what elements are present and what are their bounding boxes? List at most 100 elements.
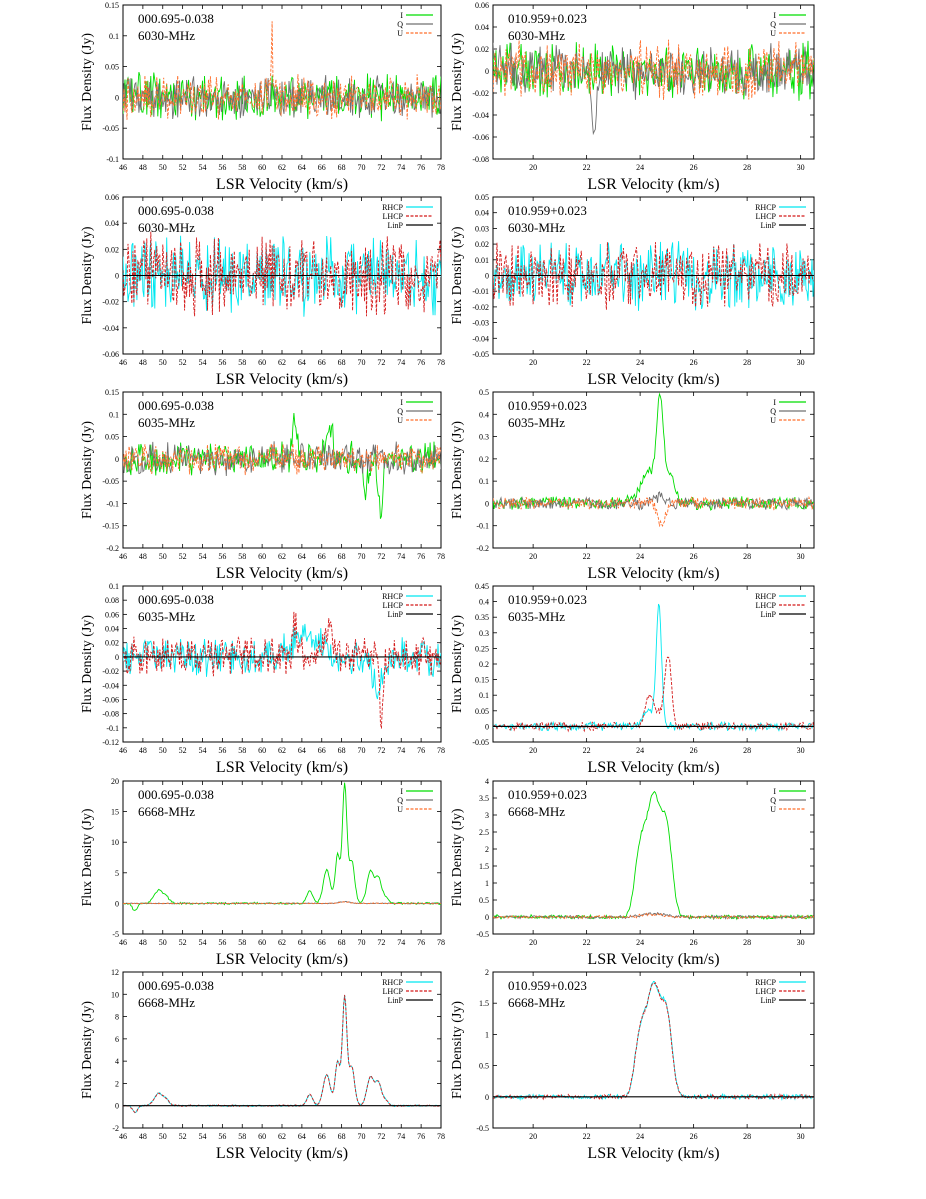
y-tick-label: -0.1 <box>106 155 119 164</box>
x-tick-label: 46 <box>119 552 127 561</box>
x-tick-label: 60 <box>258 938 266 947</box>
legend-label-lhcp: LHCP <box>756 212 777 221</box>
plot-frame <box>492 971 815 1129</box>
x-tick-label: 48 <box>139 358 147 367</box>
legend-label-linp: LinP <box>387 610 403 619</box>
x-tick-label: 22 <box>583 358 591 367</box>
y-tick-label: -0.1 <box>476 522 489 531</box>
x-tick-label: 58 <box>238 746 246 755</box>
y-tick-label: -0.04 <box>102 324 119 333</box>
x-tick-label: 68 <box>338 358 346 367</box>
x-tick-label: 54 <box>199 552 207 561</box>
y-tick-label: -2 <box>112 1124 119 1133</box>
y-tick-label: 0.1 <box>109 32 119 41</box>
series-lhcp <box>123 994 441 1114</box>
x-tick-label: 20 <box>529 358 537 367</box>
y-tick-label: 0.04 <box>105 625 119 634</box>
y-tick-label: 0.05 <box>475 707 489 716</box>
x-tick-label: 20 <box>529 938 537 947</box>
x-axis-label: LSR Velocity (km/s) <box>216 951 348 968</box>
panel-12: 20 22 24 26 28 30 -0.5 0 0.5 1 1.5 2 LSR Velocity (k… <box>450 968 815 1162</box>
legend-label-i: I <box>773 11 776 20</box>
y-axis-label: Flux Density (Jy) <box>450 226 465 324</box>
source-name: 010.959+0.023 <box>508 11 587 26</box>
x-tick-label: 70 <box>358 358 366 367</box>
x-tick-label: 76 <box>417 358 425 367</box>
x-tick-label: 26 <box>690 163 698 172</box>
x-tick-label: 64 <box>298 1132 306 1141</box>
x-tick-label: 22 <box>583 746 591 755</box>
x-tick-label: 24 <box>636 552 644 561</box>
x-tick-label: 66 <box>318 746 326 755</box>
legend-label-q: Q <box>397 407 403 416</box>
y-tick-label: 20 <box>111 777 119 786</box>
y-tick-label: -0.01 <box>472 287 489 296</box>
x-tick-label: 56 <box>218 163 226 172</box>
y-tick-label: 0.1 <box>109 410 119 419</box>
x-tick-label: 52 <box>179 746 187 755</box>
y-tick-label: 0.5 <box>479 388 489 397</box>
x-tick-label: 54 <box>199 938 207 947</box>
frequency-label: 6668-MHz <box>508 804 565 819</box>
y-tick-label: -0.08 <box>472 155 489 164</box>
y-tick-label: -0.04 <box>472 111 489 120</box>
x-axis-label: LSR Velocity (km/s) <box>216 176 348 193</box>
panel-1: 46 48 50 52 54 56 58 60 62 64 66 68 70 72 74 76 78 -0.1 -0… <box>80 1 445 193</box>
y-tick-label: -0.03 <box>472 319 489 328</box>
y-tick-label: 0 <box>115 455 119 464</box>
y-tick-label: 0.02 <box>105 639 119 648</box>
frequency-label: 6030-MHz <box>138 28 195 43</box>
y-tick-label: 3.5 <box>479 794 489 803</box>
x-tick-label: 50 <box>159 163 167 172</box>
x-tick-label: 72 <box>377 358 385 367</box>
x-tick-label: 68 <box>338 163 346 172</box>
x-tick-label: 30 <box>797 746 805 755</box>
y-tick-label: 12 <box>111 968 119 977</box>
x-tick-label: 74 <box>397 938 405 947</box>
x-tick-label: 68 <box>338 746 346 755</box>
x-axis-label: LSR Velocity (km/s) <box>587 565 719 582</box>
x-tick-label: 54 <box>199 1132 207 1141</box>
y-tick-label: -0.05 <box>102 477 119 486</box>
x-tick-label: 30 <box>797 358 805 367</box>
y-tick-label: 1 <box>485 879 489 888</box>
frequency-label: 6030-MHz <box>138 220 195 235</box>
y-tick-label: -0.06 <box>102 695 119 704</box>
x-tick-label: 48 <box>139 552 147 561</box>
legend-label-linp: LinP <box>760 610 776 619</box>
series-group <box>493 790 814 921</box>
x-tick-label: 24 <box>636 1132 644 1141</box>
y-tick-label: 0.1 <box>479 477 489 486</box>
panel-4: 20 22 24 26 28 30 -0.05 -0.04 -0.03 -0.02 -0.01 0 0.… <box>450 193 815 388</box>
y-tick-label: 0.04 <box>475 209 489 218</box>
x-tick-label: 22 <box>583 938 591 947</box>
y-axis-label: Flux Density (Jy) <box>80 421 95 519</box>
y-tick-label: 3 <box>485 811 489 820</box>
x-tick-label: 66 <box>318 938 326 947</box>
x-tick-label: 70 <box>358 1132 366 1141</box>
frequency-label: 6668-MHz <box>138 804 195 819</box>
series-group <box>123 994 441 1114</box>
y-tick-label: 8 <box>115 1013 119 1022</box>
legend-label-u: U <box>770 416 776 425</box>
y-tick-label: 4 <box>115 1057 119 1066</box>
panel-2: 20 22 24 26 28 30 -0.08 -0.06 -0.04 -0.02 0 0.02 0.0… <box>450 1 815 193</box>
x-tick-label: 48 <box>139 938 147 947</box>
x-tick-label: 58 <box>238 552 246 561</box>
y-tick-label: -0.5 <box>476 1124 489 1133</box>
x-tick-label: 46 <box>119 163 127 172</box>
y-tick-label: 0 <box>485 67 489 76</box>
legend-label-rhcp: RHCP <box>755 978 776 987</box>
x-tick-label: 62 <box>278 1132 286 1141</box>
x-tick-label: 26 <box>690 1132 698 1141</box>
x-tick-label: 48 <box>139 746 147 755</box>
x-tick-label: 54 <box>199 358 207 367</box>
x-axis-label: LSR Velocity (km/s) <box>587 1145 719 1162</box>
x-tick-label: 76 <box>417 938 425 947</box>
legend-label-lhcp: LHCP <box>383 601 404 610</box>
x-tick-label: 64 <box>298 746 306 755</box>
frequency-label: 6035-MHz <box>508 415 565 430</box>
x-tick-label: 72 <box>377 552 385 561</box>
x-tick-label: 50 <box>159 358 167 367</box>
